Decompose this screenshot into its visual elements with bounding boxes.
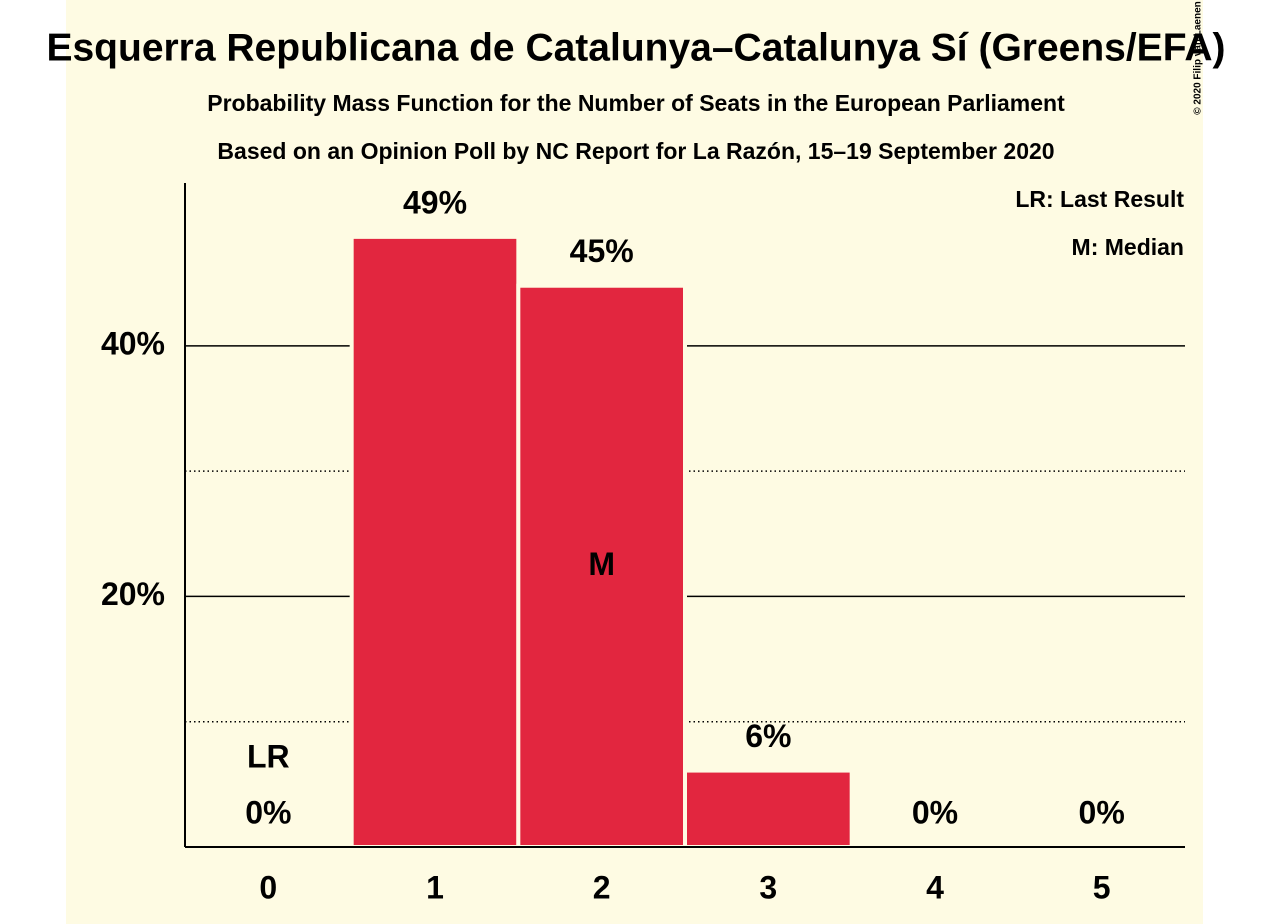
- bar: [349, 234, 521, 849]
- x-tick-label: 1: [426, 869, 444, 905]
- subtitle: Based on an Opinion Poll by NC Report fo…: [217, 138, 1054, 164]
- y-tick-label: 40%: [101, 325, 165, 361]
- bar: [683, 768, 854, 849]
- chart-title: Esquerra Republicana de Catalunya–Catalu…: [46, 26, 1225, 69]
- annotation: LR: [247, 738, 290, 774]
- value-label: 49%: [403, 184, 467, 220]
- value-label: 0%: [1079, 794, 1125, 830]
- legend-entry: LR: Last Result: [1015, 186, 1184, 212]
- y-tick-label: 20%: [101, 576, 165, 612]
- x-tick-label: 0: [259, 869, 277, 905]
- value-label: 45%: [570, 233, 634, 269]
- subtitle: Probability Mass Function for the Number…: [207, 90, 1065, 116]
- x-tick-label: 3: [759, 869, 777, 905]
- x-tick-label: 2: [593, 869, 611, 905]
- value-label: 0%: [245, 794, 291, 830]
- legend-entry: M: Median: [1072, 234, 1184, 260]
- x-tick-label: 4: [926, 869, 944, 905]
- annotation: M: [588, 546, 615, 582]
- x-tick-label: 5: [1093, 869, 1111, 905]
- value-label: 6%: [745, 718, 791, 754]
- value-label: 0%: [912, 794, 958, 830]
- copyright: © 2020 Filip van Laenen: [1193, 1, 1204, 115]
